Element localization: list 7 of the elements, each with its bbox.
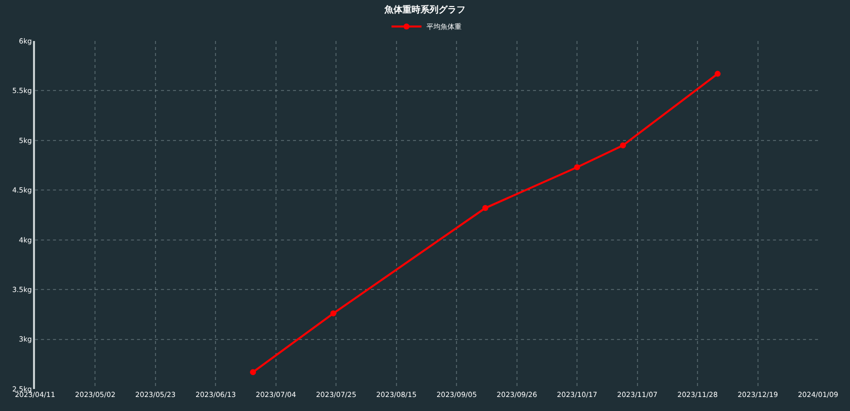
point — [620, 142, 626, 148]
chart-title: 魚体重時系列グラフ — [384, 4, 466, 16]
point — [714, 70, 721, 77]
point — [250, 369, 256, 376]
point — [330, 310, 336, 316]
point — [482, 205, 488, 212]
point — [574, 164, 580, 170]
